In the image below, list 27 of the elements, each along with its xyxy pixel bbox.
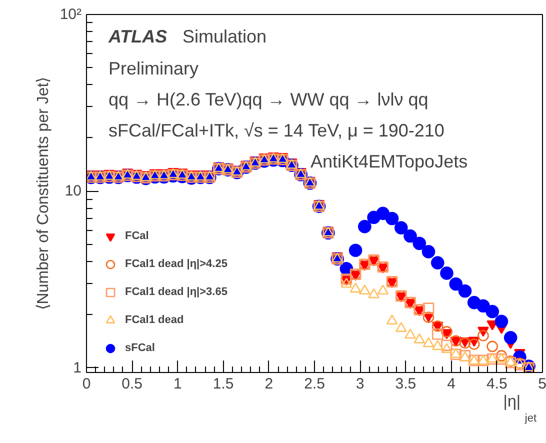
x-tick-label: 4	[447, 376, 456, 392]
annotation: ATLAS	[108, 26, 168, 46]
annotation: qq → H(2.6 TeV)qq → WW qq → lνlν qq	[108, 90, 428, 110]
y-tick-label: 10²	[60, 6, 82, 23]
x-tick-label: 0	[82, 376, 91, 392]
annotation: Preliminary	[108, 58, 199, 78]
x-tick-label: 1	[174, 376, 182, 392]
legend-label: FCal1 dead |η|>4.25	[125, 257, 228, 272]
x-axis-title: |η|jet	[503, 394, 537, 424]
x-tick-label: 1.5	[212, 376, 234, 392]
legend-label: FCal	[125, 229, 149, 244]
x-tick-label: 4.5	[486, 376, 508, 392]
y-tick-label: 10	[64, 182, 82, 200]
annotation: Simulation	[182, 26, 267, 46]
annotation: AntiKt4EMTopoJets	[310, 152, 468, 172]
legend-label: FCal1 dead	[125, 313, 184, 328]
y-axis-title: ⟨Number of Constituents per Jet⟩	[34, 76, 52, 310]
y-tick-label: 1	[73, 359, 82, 376]
x-tick-label: 5	[538, 376, 546, 392]
legend-label: FCal1 dead |η|>3.65	[125, 285, 228, 300]
x-tick-label: 2	[264, 376, 274, 392]
annotation: sFCal/FCal+ITk, √s = 14 TeV, μ = 190-210	[108, 120, 444, 140]
x-tick-label: 3.5	[395, 376, 416, 392]
x-tick-label: 0.5	[122, 376, 143, 392]
x-tick-label: 3	[356, 376, 364, 392]
x-tick-label: 2.5	[304, 376, 325, 392]
legend-label: sFCal	[125, 341, 155, 356]
